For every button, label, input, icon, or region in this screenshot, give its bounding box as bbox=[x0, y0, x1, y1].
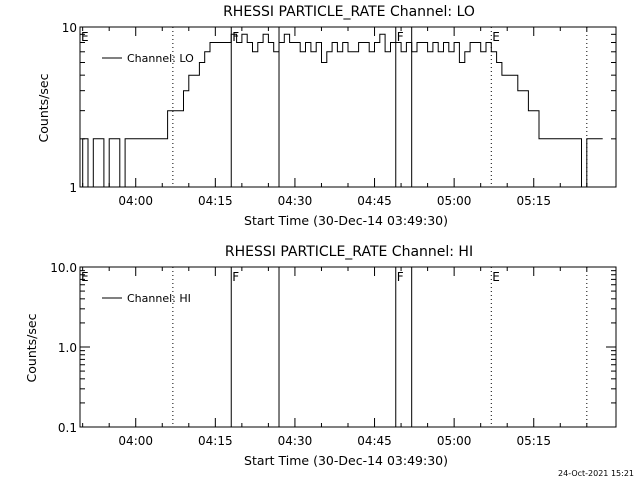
panel-lo-xtick-label: 04:15 bbox=[198, 194, 233, 208]
panel-hi-ytick-label: 10.0 bbox=[50, 261, 77, 275]
panel-hi-xtick-label: 04:45 bbox=[357, 434, 392, 448]
panel-lo-marks: 1 10 04:00 04:15 04:30 04:45 05:00 05:15 F F E E Cha… bbox=[62, 21, 617, 208]
panel-lo-legend-label: Channel: LO bbox=[127, 52, 194, 65]
panel-lo-ytick-label: 1 bbox=[69, 181, 77, 195]
panel-lo-xlabel: Start Time (30-Dec-14 03:49:30) bbox=[244, 213, 448, 228]
panel-lo-edge-mark: E bbox=[81, 30, 89, 44]
panel-hi-xtick-label: 04:15 bbox=[198, 434, 233, 448]
panel-hi-ylabel: Counts/sec bbox=[24, 313, 39, 382]
panel-hi-event-mark: F bbox=[232, 270, 239, 284]
footer-timestamp: 24-Oct-2021 15:21 bbox=[558, 469, 634, 478]
panel-lo-xtick-label: 04:45 bbox=[357, 194, 392, 208]
panel-lo-xtick-label: 04:00 bbox=[118, 194, 153, 208]
panel-lo: RHESSI PARTICLE_RATE Channel: LO Start T… bbox=[36, 4, 617, 228]
panel-lo-event-mark: F bbox=[232, 30, 239, 44]
panel-hi-edge-mark: E bbox=[81, 270, 89, 284]
panel-lo-ylabel: Counts/sec bbox=[36, 73, 51, 142]
panel-hi: RHESSI PARTICLE_RATE Channel: HI Start T… bbox=[24, 244, 617, 468]
panel-hi-xtick-label: 04:00 bbox=[118, 434, 153, 448]
panel-hi-xtick-label: 05:00 bbox=[437, 434, 472, 448]
panel-lo-title: RHESSI PARTICLE_RATE Channel: LO bbox=[223, 4, 475, 20]
panel-hi-ytick-label: 0.1 bbox=[58, 421, 77, 435]
panel-lo-xtick-label: 04:30 bbox=[278, 194, 313, 208]
panel-lo-ytick-label: 10 bbox=[62, 21, 77, 35]
panel-hi-marks: 0.1 1.0 10.0 04:00 04:15 04:30 04:45 05:00 05:15… bbox=[50, 261, 617, 448]
panel-hi-ytick-label: 1.0 bbox=[58, 341, 77, 355]
panel-hi-xlabel: Start Time (30-Dec-14 03:49:30) bbox=[244, 453, 448, 468]
panel-hi-title: RHESSI PARTICLE_RATE Channel: HI bbox=[225, 244, 473, 260]
panel-hi-legend-label: Channel: HI bbox=[127, 292, 191, 305]
panel-lo-series-line bbox=[80, 33, 603, 188]
panel-hi-event-mark: E bbox=[492, 270, 500, 284]
panel-lo-xtick-label: 05:00 bbox=[437, 194, 472, 208]
panel-hi-xtick-label: 04:30 bbox=[278, 434, 313, 448]
panel-lo-event-mark: F bbox=[397, 30, 404, 44]
panel-lo-xtick-label: 05:15 bbox=[516, 194, 551, 208]
panel-hi-event-mark: F bbox=[397, 270, 404, 284]
panel-hi-xtick-label: 05:15 bbox=[516, 434, 551, 448]
panel-hi-axes-box bbox=[79, 266, 617, 428]
panel-lo-event-mark: E bbox=[492, 30, 500, 44]
